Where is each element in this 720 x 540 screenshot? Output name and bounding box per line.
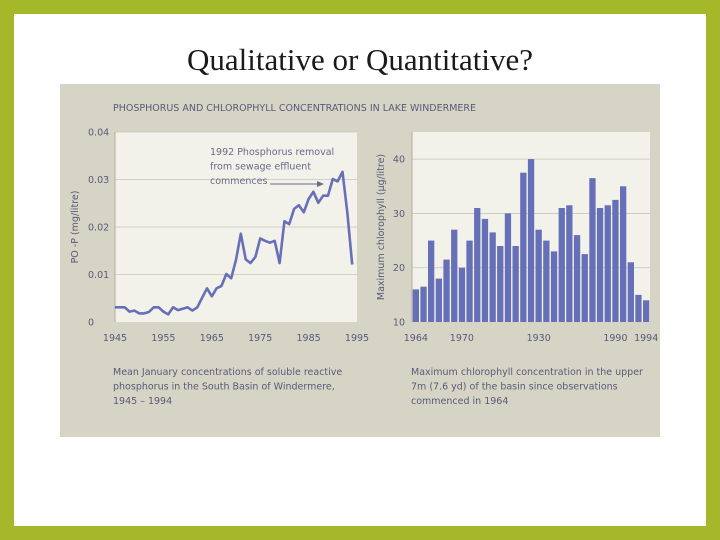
annotation-line: 1992 Phosphorus removal: [210, 147, 334, 158]
y-tick-label: 0.03: [88, 175, 109, 186]
x-tick-label: 1975: [248, 333, 272, 344]
x-tick-label: 1945: [103, 333, 127, 344]
y-tick-label: 0.02: [88, 223, 109, 234]
x-tick-label: 1930: [527, 333, 551, 344]
x-tick-label: 1970: [450, 333, 474, 344]
y-tick-label: 20: [393, 263, 405, 274]
bar: [420, 286, 427, 322]
annotation-line: from sewage effluent: [210, 162, 311, 173]
bar: [573, 235, 581, 322]
y-tick-label: 0.04: [88, 128, 109, 139]
caption-line: phosphorus in the South Basin of Winderm…: [113, 382, 335, 393]
x-tick-label: 1994: [634, 333, 658, 344]
bar: [474, 208, 481, 322]
bar: [612, 199, 619, 322]
y-tick-label: 10: [393, 318, 405, 329]
bar: [566, 205, 573, 322]
figure-header: PHOSPHORUS AND CHLOROPHYLL CONCENTRATION…: [113, 103, 476, 114]
y-tick-label: 0: [88, 318, 94, 329]
annotation-line: commences: [210, 176, 267, 187]
y-axis-label: PO -P (mg/litre): [70, 191, 81, 264]
x-tick-label: 1990: [603, 333, 627, 344]
y-tick-label: 30: [393, 209, 405, 220]
bar: [627, 262, 634, 322]
bar: [428, 240, 435, 322]
bar: [497, 246, 504, 322]
bar: [604, 205, 611, 322]
bar: [596, 208, 604, 322]
bar: [451, 229, 458, 322]
bar: [589, 178, 596, 322]
y-tick-label: 40: [393, 155, 405, 166]
bar: [504, 213, 512, 322]
caption-line: 7m (7.6 yd) of the basin since observati…: [411, 382, 618, 393]
bar: [443, 259, 450, 322]
phosphorus-line-chart: 0 0.01 0.02 0.03 0.04 1945 1955 1965 1975 1985 199…: [70, 128, 369, 408]
bar: [412, 289, 419, 322]
x-tick-label: 1995: [345, 333, 369, 344]
figure-svg: PHOSPHORUS AND CHLOROPHYLL CONCENTRATION…: [70, 103, 658, 408]
bar: [550, 251, 558, 322]
caption-line: 1945 – 1994: [113, 396, 172, 407]
caption-line: Maximum chlorophyll concentration in the…: [411, 367, 643, 378]
bar: [535, 229, 542, 322]
x-tick-label: 1964: [404, 333, 428, 344]
bar: [466, 240, 473, 322]
annotation-arrow-head: [317, 181, 324, 187]
figure-panel: PHOSPHORUS AND CHLOROPHYLL CONCENTRATION…: [60, 84, 660, 437]
x-tick-label: 1955: [151, 333, 175, 344]
bar: [527, 159, 535, 322]
caption-line: commenced in 1964: [411, 396, 508, 407]
bar: [581, 254, 588, 322]
caption-line: Mean January concentrations of soluble r…: [113, 367, 342, 378]
series-line: [115, 170, 354, 316]
bar: [620, 186, 627, 322]
bar: [520, 172, 527, 322]
bar: [481, 218, 489, 322]
chlorophyll-bar-chart: 10 20 30 40 1964 1970 1930 1990 1994 Maximum chlo…: [376, 132, 658, 407]
y-tick-label: 0.01: [88, 270, 109, 281]
bar: [643, 300, 650, 322]
x-tick-label: 1985: [297, 333, 321, 344]
slide-title: Qualitative or Quantitative?: [186, 42, 534, 77]
x-tick-label: 1965: [200, 333, 224, 344]
bar: [635, 294, 642, 322]
bar: [435, 278, 442, 322]
bar: [543, 240, 550, 322]
bar: [512, 246, 519, 322]
y-axis-label: Maximum chlorophyll (µg/litre): [376, 154, 387, 300]
bar: [558, 208, 565, 322]
bar: [458, 267, 466, 322]
bar: [489, 232, 496, 322]
